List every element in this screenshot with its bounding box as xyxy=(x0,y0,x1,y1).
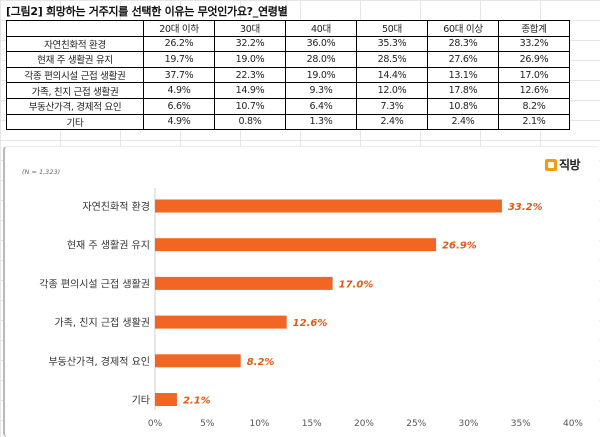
category-label: 기타 xyxy=(132,395,150,407)
data-label: 2.1% xyxy=(183,396,211,407)
x-tick-label: 40% xyxy=(563,419,583,429)
x-tick-label: 0% xyxy=(148,419,163,429)
table-cell[interactable]: 1.3% xyxy=(285,113,357,131)
table-row: 가족, 친지 근접 생활권 4.9% 14.9% 9.3% 12.0% 17.8% 12.6… xyxy=(6,82,570,99)
data-table: 20대 이하 30대 40대 50대 60대 이상 종합계 자연친화적 환경 26… xyxy=(6,20,570,131)
house-icon xyxy=(545,158,557,171)
bar xyxy=(155,276,333,290)
figure-title: [그림2] 희망하는 거주지를 선택한 이유는 무엇인가요?_연령별 xyxy=(6,5,288,18)
x-tick-label: 10% xyxy=(249,419,269,429)
table-row: 기타 4.9% 0.8% 1.3% 2.4% 2.4% 2.1% xyxy=(6,113,570,131)
category-label: 부동산가격, 경제적 요인 xyxy=(48,355,150,368)
bar xyxy=(155,199,502,213)
table-header-row: 20대 이하 30대 40대 50대 60대 이상 종합계 xyxy=(6,20,570,37)
table-cell[interactable]: 2.4% xyxy=(356,113,428,131)
data-label: 33.2% xyxy=(508,202,543,213)
x-tick-label: 30% xyxy=(458,419,478,429)
table-row: 부동산가격, 경제적 요인 6.6% 10.7% 6.4% 7.3% 10.8% 8.2% xyxy=(6,97,570,115)
data-label: 12.6% xyxy=(293,318,328,329)
bar xyxy=(155,393,177,406)
x-tick-label: 15% xyxy=(302,419,322,429)
category-label: 각종 편의시설 근접 생활권 xyxy=(39,277,150,290)
x-tick-label: 20% xyxy=(354,419,374,429)
category-label: 현재 주 생활권 유지 xyxy=(67,239,150,252)
table-row: 현재 주 생활권 유지 19.7% 19.0% 28.0% 28.5% 27.6% 26.9… xyxy=(6,51,570,68)
data-label: 8.2% xyxy=(247,357,275,368)
logo-text: 직방 xyxy=(559,158,581,172)
data-label: 26.9% xyxy=(442,241,477,252)
x-tick-label: 25% xyxy=(406,419,426,429)
bar xyxy=(155,315,287,329)
category-label: 가족, 친지 근접 생활권 xyxy=(54,316,150,329)
chart-panel[interactable] xyxy=(3,146,599,437)
sample-size-note: (N = 1,323) xyxy=(22,168,60,176)
zigbang-logo: 직방 xyxy=(545,156,581,173)
bar xyxy=(155,238,437,252)
data-label: 17.0% xyxy=(339,279,374,290)
x-tick-label: 5% xyxy=(200,419,215,429)
category-label: 자연친화적 환경 xyxy=(82,200,150,213)
x-tick-label: 35% xyxy=(511,419,531,429)
bar xyxy=(155,354,241,368)
table-cell[interactable]: 2.1% xyxy=(498,113,570,131)
